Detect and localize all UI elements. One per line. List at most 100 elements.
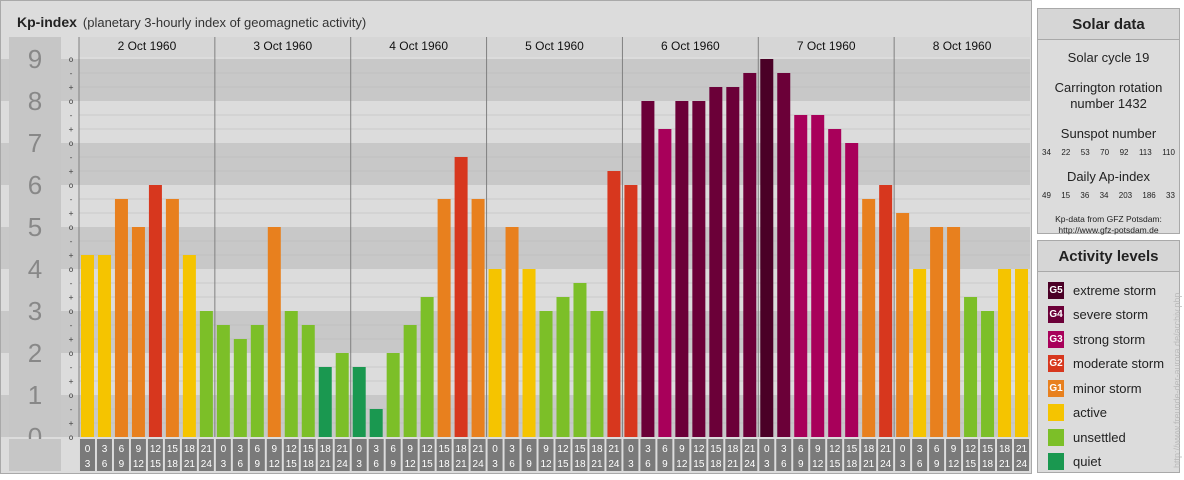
legend-swatch: G3 [1048,330,1064,348]
interval-start-label: 6 [390,444,396,455]
minor-tick-label: o [69,349,74,358]
interval-label-box [470,439,486,471]
day-label: 8 Oct 1960 [933,39,992,53]
interval-start-label: 0 [221,444,227,455]
interval-label-box [283,439,299,471]
interval-label-box [827,439,843,471]
minor-tick-label: - [69,69,74,78]
kp-bar [709,87,723,437]
interval-label-box [912,439,928,471]
interval-end-label: 15 [829,459,841,470]
minor-tick-label: o [69,55,74,64]
kp-bar [114,198,128,437]
y-axis-column [9,37,61,437]
y-tick-label: 4 [28,254,42,284]
kp-bar [811,114,825,438]
interval-end-label: 15 [150,459,162,470]
kp-bar [335,353,349,437]
interval-start-label: 9 [407,444,413,455]
activity-legend: G5 extreme storm G4 severe storm G3 strong st… [1038,272,1179,474]
interval-label-box [861,439,877,471]
minor-tick-label: + [69,209,74,218]
interval-label-box [351,439,367,471]
kp-bar [369,408,383,437]
ap-value: 186 [1142,191,1156,200]
interval-label-box [759,439,775,471]
interval-label-box [640,439,656,471]
sunspot-value: 92 [1119,148,1129,157]
date-header-band [79,37,1030,57]
interval-start-label: 6 [526,444,532,455]
y-band [1,143,1030,185]
interval-label-box [946,439,962,471]
legend-label: strong storm [1073,331,1146,347]
chart-title: Kp-index (planetary 3-hourly index of geo… [17,14,366,30]
kp-bar [658,129,672,437]
sunspot-value: 113 [1138,148,1152,157]
sunspot-value: 34 [1042,148,1051,157]
minor-tick-label: o [69,181,74,190]
interval-label-box [453,439,469,471]
activity-levels-panel: Activity levels G5 extreme storm G4 severe … [1037,240,1180,473]
interval-end-label: 21 [863,459,875,470]
minor-tick-label: o [69,307,74,316]
interval-label-box [300,439,316,471]
interval-start-label: 6 [662,444,668,455]
interval-start-label: 15 [167,444,179,455]
interval-end-label: 12 [133,459,145,470]
interval-start-label: 15 [303,444,315,455]
interval-end-label: 18 [439,459,451,470]
credit-line-1: Kp-data from GFZ Potsdam: [1055,214,1162,224]
interval-start-label: 12 [829,444,841,455]
minor-tick-label: - [69,237,74,246]
interval-label-box [249,439,265,471]
interval-label-box [130,439,146,471]
interval-label-box [487,439,503,471]
minor-tick-label: - [69,279,74,288]
interval-end-label: 21 [456,459,468,470]
interval-end-label: 12 [405,459,417,470]
legend-item: G2 moderate storm [1038,352,1179,377]
kp-bar [794,114,808,438]
interval-start-label: 21 [201,444,213,455]
kp-bar [675,101,689,437]
kp-bar [726,87,740,437]
interval-label-box [776,439,792,471]
kp-bar [1015,269,1029,437]
kp-bar [862,198,876,437]
interval-end-label: 9 [119,459,125,470]
interval-end-label: 6 [917,459,923,470]
interval-end-label: 15 [286,459,298,470]
minor-tick-label: o [69,391,74,400]
interval-start-label: 15 [846,444,858,455]
interval-end-label: 24 [608,459,620,470]
interval-start-label: 3 [373,444,379,455]
legend-label: unsettled [1073,429,1126,445]
interval-label-box [181,439,197,471]
interval-start-label: 18 [184,444,196,455]
day-label: 5 Oct 1960 [525,39,584,53]
interval-start-label: 9 [815,444,821,455]
interval-start-label: 9 [951,444,957,455]
y-tick-label: 3 [28,296,42,326]
y-axis-column-foot [9,439,61,471]
interval-label-box [657,439,673,471]
minor-tick-label: - [69,111,74,120]
interval-start-label: 6 [798,444,804,455]
interval-end-label: 18 [167,459,179,470]
kp-bar [267,227,281,437]
solar-data-panel: Solar data Solar cycle 19 Carrington rot… [1037,8,1180,235]
legend-label: severe storm [1073,307,1149,323]
interval-end-label: 3 [221,459,227,470]
kp-bar [182,255,196,437]
kp-bar [131,227,145,437]
interval-end-label: 18 [574,459,586,470]
legend-swatch: G1 [1048,379,1064,397]
sunspot-value: 53 [1080,148,1090,157]
kp-bar [199,311,213,437]
y-band [1,59,1030,101]
day-label: 7 Oct 1960 [797,39,856,53]
kp-bar [284,311,298,437]
interval-label-box [606,439,622,471]
interval-end-label: 18 [710,459,722,470]
